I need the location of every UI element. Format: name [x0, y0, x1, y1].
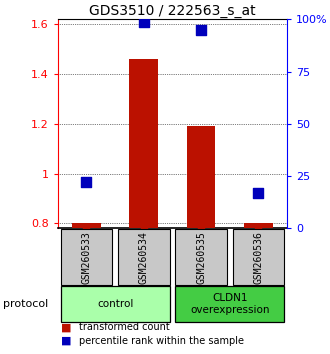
- Text: protocol: protocol: [3, 299, 49, 309]
- Bar: [61, 229, 112, 285]
- Bar: [129, 59, 158, 228]
- Text: transformed count: transformed count: [79, 322, 170, 332]
- Text: ■: ■: [61, 322, 72, 332]
- Bar: [72, 223, 101, 228]
- Title: GDS3510 / 222563_s_at: GDS3510 / 222563_s_at: [89, 5, 256, 18]
- Point: [141, 19, 147, 24]
- Text: percentile rank within the sample: percentile rank within the sample: [79, 336, 244, 346]
- Text: control: control: [97, 299, 133, 309]
- Point: [84, 179, 89, 185]
- Text: GSM260534: GSM260534: [139, 231, 149, 284]
- Bar: [175, 229, 227, 285]
- Text: GSM260536: GSM260536: [253, 231, 263, 284]
- Bar: [61, 286, 170, 322]
- Point: [256, 190, 261, 196]
- Point: [84, 225, 89, 231]
- Point: [198, 27, 204, 33]
- Point: [198, 225, 204, 231]
- Text: CLDN1
overexpression: CLDN1 overexpression: [190, 293, 270, 315]
- Point: [256, 225, 261, 231]
- Point: [141, 225, 147, 231]
- Bar: [233, 229, 284, 285]
- Text: GSM260533: GSM260533: [82, 231, 91, 284]
- Text: GSM260535: GSM260535: [196, 231, 206, 284]
- Bar: [175, 286, 284, 322]
- Bar: [118, 229, 170, 285]
- Bar: [244, 223, 273, 228]
- Bar: [187, 126, 215, 228]
- Text: ■: ■: [61, 336, 72, 346]
